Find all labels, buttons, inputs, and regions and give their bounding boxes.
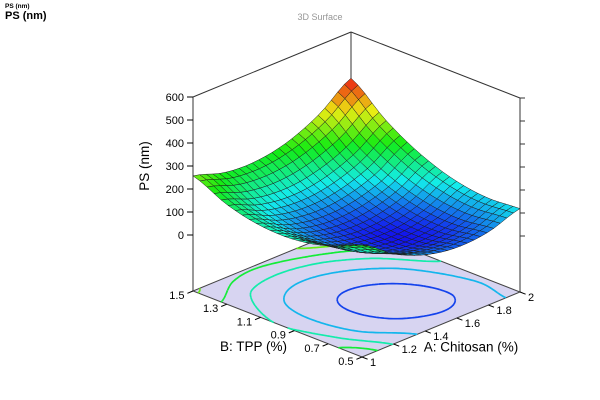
response-variable-header: PS (nm) PS (nm) xyxy=(5,3,47,23)
z-tick-label: 200 xyxy=(166,184,184,196)
a-tick-label: 2 xyxy=(528,292,534,304)
b-tick xyxy=(187,290,194,294)
a-tick-label: 1.2 xyxy=(402,344,417,356)
contour-line xyxy=(249,257,442,346)
a-tick xyxy=(361,356,368,360)
b-tick-label: 0.9 xyxy=(271,330,286,342)
b-tick-label: 0.5 xyxy=(338,356,353,368)
b-tick xyxy=(288,330,295,334)
b-tick xyxy=(254,316,261,321)
a-tick-label: 1.6 xyxy=(465,318,480,330)
b-tick-label: 1.1 xyxy=(237,316,252,328)
z-tick-label: 400 xyxy=(166,138,184,150)
z-tick-label: 0 xyxy=(178,230,184,242)
box-edge xyxy=(350,31,521,99)
z-tick-label: 100 xyxy=(166,207,184,219)
a-tick-label: 1 xyxy=(370,357,376,369)
b-tick-label: 1.3 xyxy=(203,303,218,315)
z-tick-label: 300 xyxy=(166,161,184,173)
response-variable-small-label: PS (nm) xyxy=(5,3,30,10)
surface-quad xyxy=(354,244,369,246)
a-tick xyxy=(488,304,495,308)
z-axis-title: PS (nm) xyxy=(137,141,152,191)
a-tick-label: 1.8 xyxy=(496,305,511,317)
z-tick-label: 500 xyxy=(166,115,184,127)
a-tick xyxy=(519,291,526,295)
contour-line xyxy=(336,282,457,320)
b-tick xyxy=(221,303,227,307)
b-tick xyxy=(356,356,363,360)
response-variable-label: PS (nm) xyxy=(5,10,47,23)
b-tick-label: 1.5 xyxy=(169,290,184,302)
surface-mesh xyxy=(192,77,521,256)
a-tick xyxy=(425,330,431,334)
a-tick xyxy=(456,317,463,321)
b-tick-label: 0.7 xyxy=(304,343,319,355)
b-tick xyxy=(322,343,329,347)
a-tick-label: 1.4 xyxy=(433,331,448,343)
contour-line xyxy=(283,267,507,336)
box-edge xyxy=(192,31,352,98)
axes: 0 100 200 300 400 500 600 0.5 0.7 0.9 1.1 1.3 1.5 1 1.… xyxy=(137,92,534,369)
a-tick xyxy=(393,343,400,347)
a-axis-title: A: Chitosan (%) xyxy=(424,340,519,355)
plot-type-title: 3D Surface xyxy=(297,12,343,22)
b-axis-title: B: TPP (%) xyxy=(220,339,287,354)
z-tick-label: 600 xyxy=(166,92,184,104)
